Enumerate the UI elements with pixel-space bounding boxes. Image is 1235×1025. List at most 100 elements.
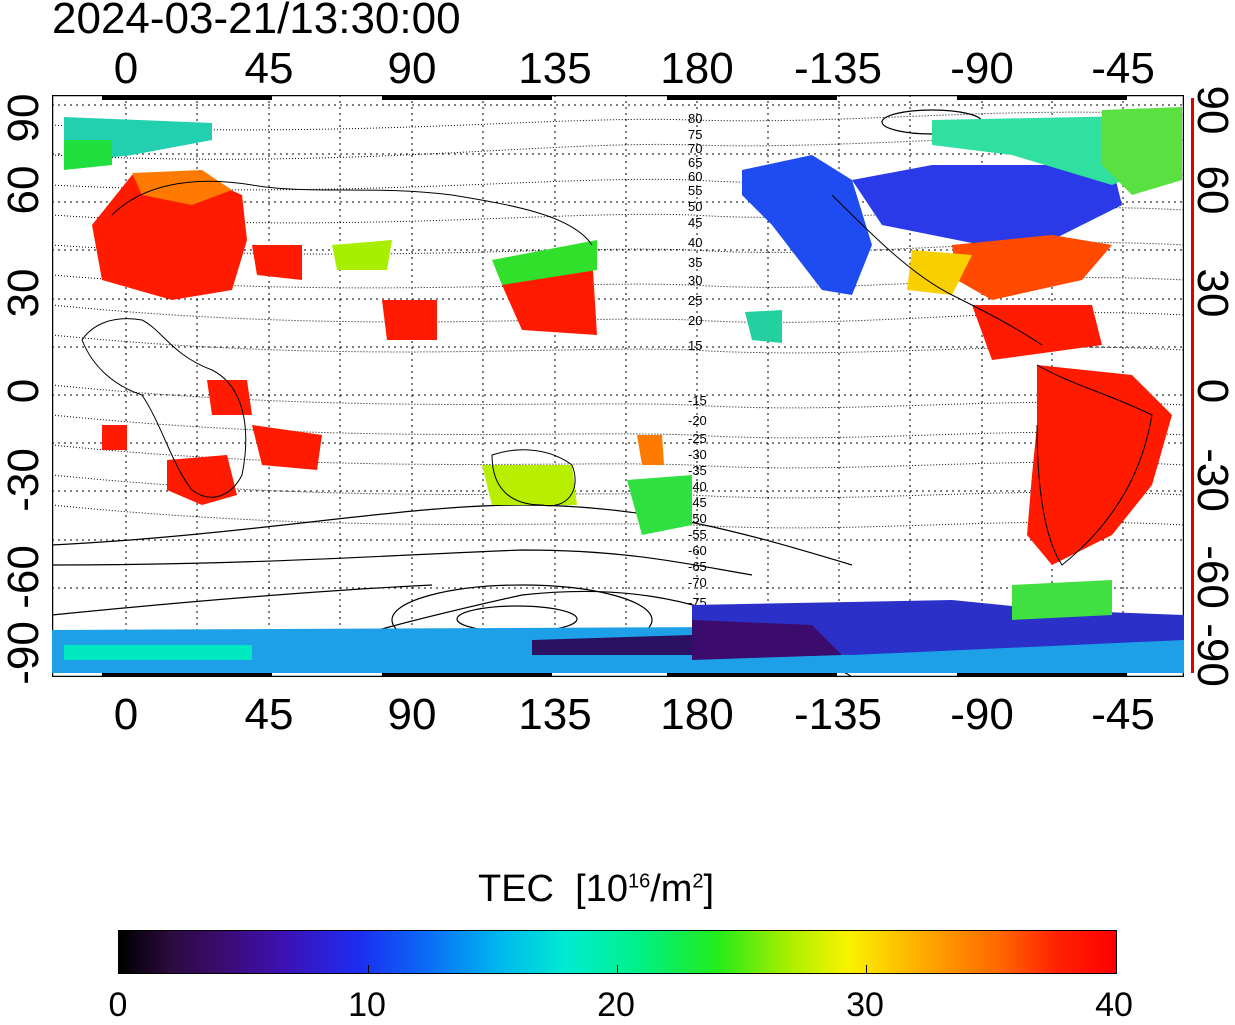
right-lat-tick: -60 (1188, 545, 1235, 609)
colorbar-tick (866, 965, 867, 973)
bottom-lon-tick: 135 (518, 690, 592, 739)
contour-label: -70 (688, 575, 707, 590)
colorbar-unit-exp: 16 (627, 870, 651, 893)
tec-region (742, 155, 872, 295)
contour-label: -65 (688, 559, 707, 574)
tec-region (1102, 107, 1182, 195)
contour-label: 60 (688, 169, 702, 184)
tec-region (852, 165, 1122, 245)
bottom-axis-bar (667, 672, 837, 677)
top-lon-tick: 90 (387, 44, 437, 93)
tec-region (1012, 580, 1112, 620)
tec-region (332, 240, 392, 270)
tec-region (907, 250, 972, 295)
tec-region (252, 245, 302, 280)
tec-region (627, 475, 692, 535)
contour-label: 25 (688, 293, 702, 308)
tec-region (745, 310, 782, 343)
contour-label: -40 (688, 479, 707, 494)
tec-region (502, 255, 597, 335)
right-lat-tick: -90 (1188, 623, 1235, 687)
graticule (52, 95, 1184, 677)
tec-region (492, 240, 597, 285)
left-lat-tick: -90 (0, 621, 48, 685)
left-lat-tick: -60 (0, 545, 48, 609)
right-lat-tick: 30 (1188, 268, 1235, 318)
colorbar-label: 30 (846, 986, 884, 1024)
contour-label: 50 (688, 199, 702, 214)
bottom-lon-tick: -90 (950, 690, 1014, 739)
colorbar-tick (368, 965, 369, 973)
bottom-lon-tick: 90 (387, 690, 437, 739)
colorbar (118, 930, 1117, 974)
tec-region (252, 425, 322, 470)
left-lat-tick: -30 (0, 448, 48, 512)
colorbar-unit-mid: /m (650, 868, 693, 910)
right-lat-tick: 60 (1188, 165, 1235, 215)
map-title: 2024-03-21/13:30:00 (52, 0, 461, 43)
contour-label: 55 (688, 183, 702, 198)
top-axis-bar (382, 95, 552, 100)
tec-region (972, 305, 1102, 360)
contour-label: -20 (688, 413, 707, 428)
bottom-lon-tick: -45 (1091, 690, 1155, 739)
tec-region (382, 300, 437, 340)
right-lat-tick: 90 (1188, 85, 1235, 135)
top-axis-bar (957, 95, 1127, 100)
bottom-axis-bar (957, 672, 1127, 677)
contour-label: -55 (688, 527, 707, 542)
top-axis-bar (667, 95, 837, 100)
tec-region (102, 425, 127, 450)
left-lat-tick: 90 (0, 93, 48, 143)
bottom-lon-tick: -135 (793, 690, 883, 739)
bottom-axis-bar (382, 672, 552, 677)
tec-region (1027, 365, 1172, 565)
colorbar-label: 10 (348, 986, 386, 1024)
top-lon-tick: -135 (793, 44, 883, 93)
tec-region (207, 380, 252, 415)
contour-label: -50 (688, 511, 707, 526)
tec-map: 80 75 70 65 60 55 50 45 40 35 30 25 20 1… (52, 95, 1184, 677)
tec-data-regions (52, 107, 1184, 673)
top-lon-tick: 0 (113, 44, 139, 93)
tec-region (637, 435, 664, 465)
top-lon-tick: 45 (244, 44, 294, 93)
right-lat-tick: -30 (1188, 448, 1235, 512)
tec-region (92, 173, 247, 300)
top-lon-tick: -90 (950, 44, 1014, 93)
tec-region (532, 635, 692, 655)
contour-label: -25 (688, 431, 707, 446)
tec-region (167, 455, 237, 505)
time-marker-line (1191, 98, 1194, 673)
colorbar-title: TEC [1016/m2] (478, 868, 714, 911)
contour-label: -60 (688, 543, 707, 558)
contour-label: 75 (688, 127, 702, 142)
contour-label: 40 (688, 235, 702, 250)
left-lat-tick: 0 (0, 378, 48, 404)
contour-label: 20 (688, 313, 702, 328)
colorbar-tick (617, 965, 618, 973)
contour-label: 35 (688, 255, 702, 270)
contour-label: -30 (688, 447, 707, 462)
contour-label: -35 (688, 463, 707, 478)
tec-region (64, 645, 252, 660)
right-lat-tick: 0 (1188, 378, 1235, 404)
colorbar-label: 20 (597, 986, 635, 1024)
left-lat-tick: 60 (0, 165, 48, 215)
contour-label: -45 (688, 495, 707, 510)
coastlines (81, 180, 1153, 566)
colorbar-unit-base: [10 (575, 868, 628, 910)
contour-label: 15 (688, 338, 702, 353)
colorbar-label: 0 (108, 986, 128, 1024)
top-lon-tick: 180 (660, 44, 734, 93)
bottom-axis-bar (102, 672, 272, 677)
colorbar-title-var: TEC (478, 868, 554, 910)
contour-label: -15 (688, 393, 707, 408)
tec-region (132, 170, 232, 205)
contour-label: 70 (688, 141, 702, 156)
contour-label: 45 (688, 215, 702, 230)
top-axis-bar (102, 95, 272, 100)
contour-label: 80 (688, 111, 702, 126)
bottom-lon-tick: 0 (113, 690, 139, 739)
colorbar-unit-exp2: 2 (692, 870, 704, 893)
